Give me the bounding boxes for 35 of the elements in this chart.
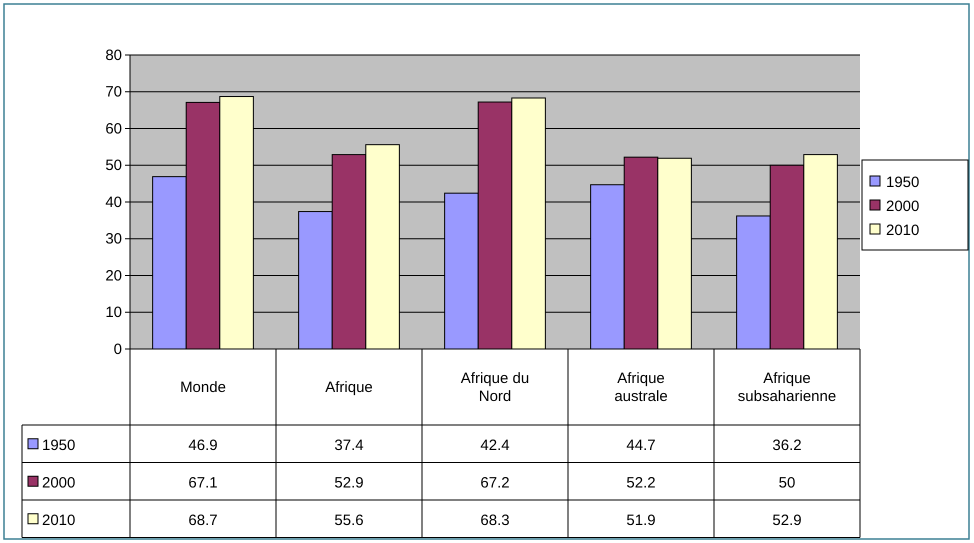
data-label: 44.7 (626, 436, 656, 454)
y-tick-label: 60 (105, 120, 122, 138)
x-tick-label: Afrique du Nord (460, 370, 530, 405)
data-label: 51.9 (626, 512, 656, 529)
x-tick-label: Monde (180, 379, 226, 396)
y-tick-label: 10 (105, 304, 122, 322)
y-tick-label: 20 (105, 267, 122, 284)
data-label: 52.2 (626, 474, 656, 492)
x-tick-label: Afrique subsaharienne (738, 370, 836, 405)
data-label: 67.2 (480, 474, 510, 492)
data-label: 46.9 (188, 436, 218, 454)
data-label: 50 (778, 474, 796, 492)
legend-label: 2000 (886, 198, 920, 215)
y-tick-label: 70 (105, 84, 122, 101)
data-label: 37.4 (334, 436, 364, 454)
text: 1950 (42, 436, 76, 454)
y-tick-label: 0 (114, 340, 122, 358)
x-tick-label: Afrique australe (614, 370, 668, 405)
y-tick-label: 50 (105, 157, 122, 174)
text: 2000 (42, 474, 76, 492)
data-label: 68.7 (188, 512, 218, 529)
data-label: 52.9 (334, 474, 364, 492)
data-label: 42.4 (480, 436, 510, 454)
y-tick-label: 40 (105, 194, 122, 211)
data-label: 55.6 (334, 512, 364, 529)
data-label: 36.2 (772, 436, 802, 454)
text: 2010 (42, 512, 76, 529)
legend-label: 1950 (886, 174, 920, 191)
x-tick-label: Afrique (325, 379, 373, 396)
y-tick-label: 80 (105, 46, 122, 64)
y-tick-label: 30 (105, 230, 122, 248)
data-label: 52.9 (772, 512, 802, 529)
data-label: 68.3 (480, 512, 510, 529)
data-label: 67.1 (188, 474, 218, 492)
legend-label: 2010 (886, 222, 920, 239)
